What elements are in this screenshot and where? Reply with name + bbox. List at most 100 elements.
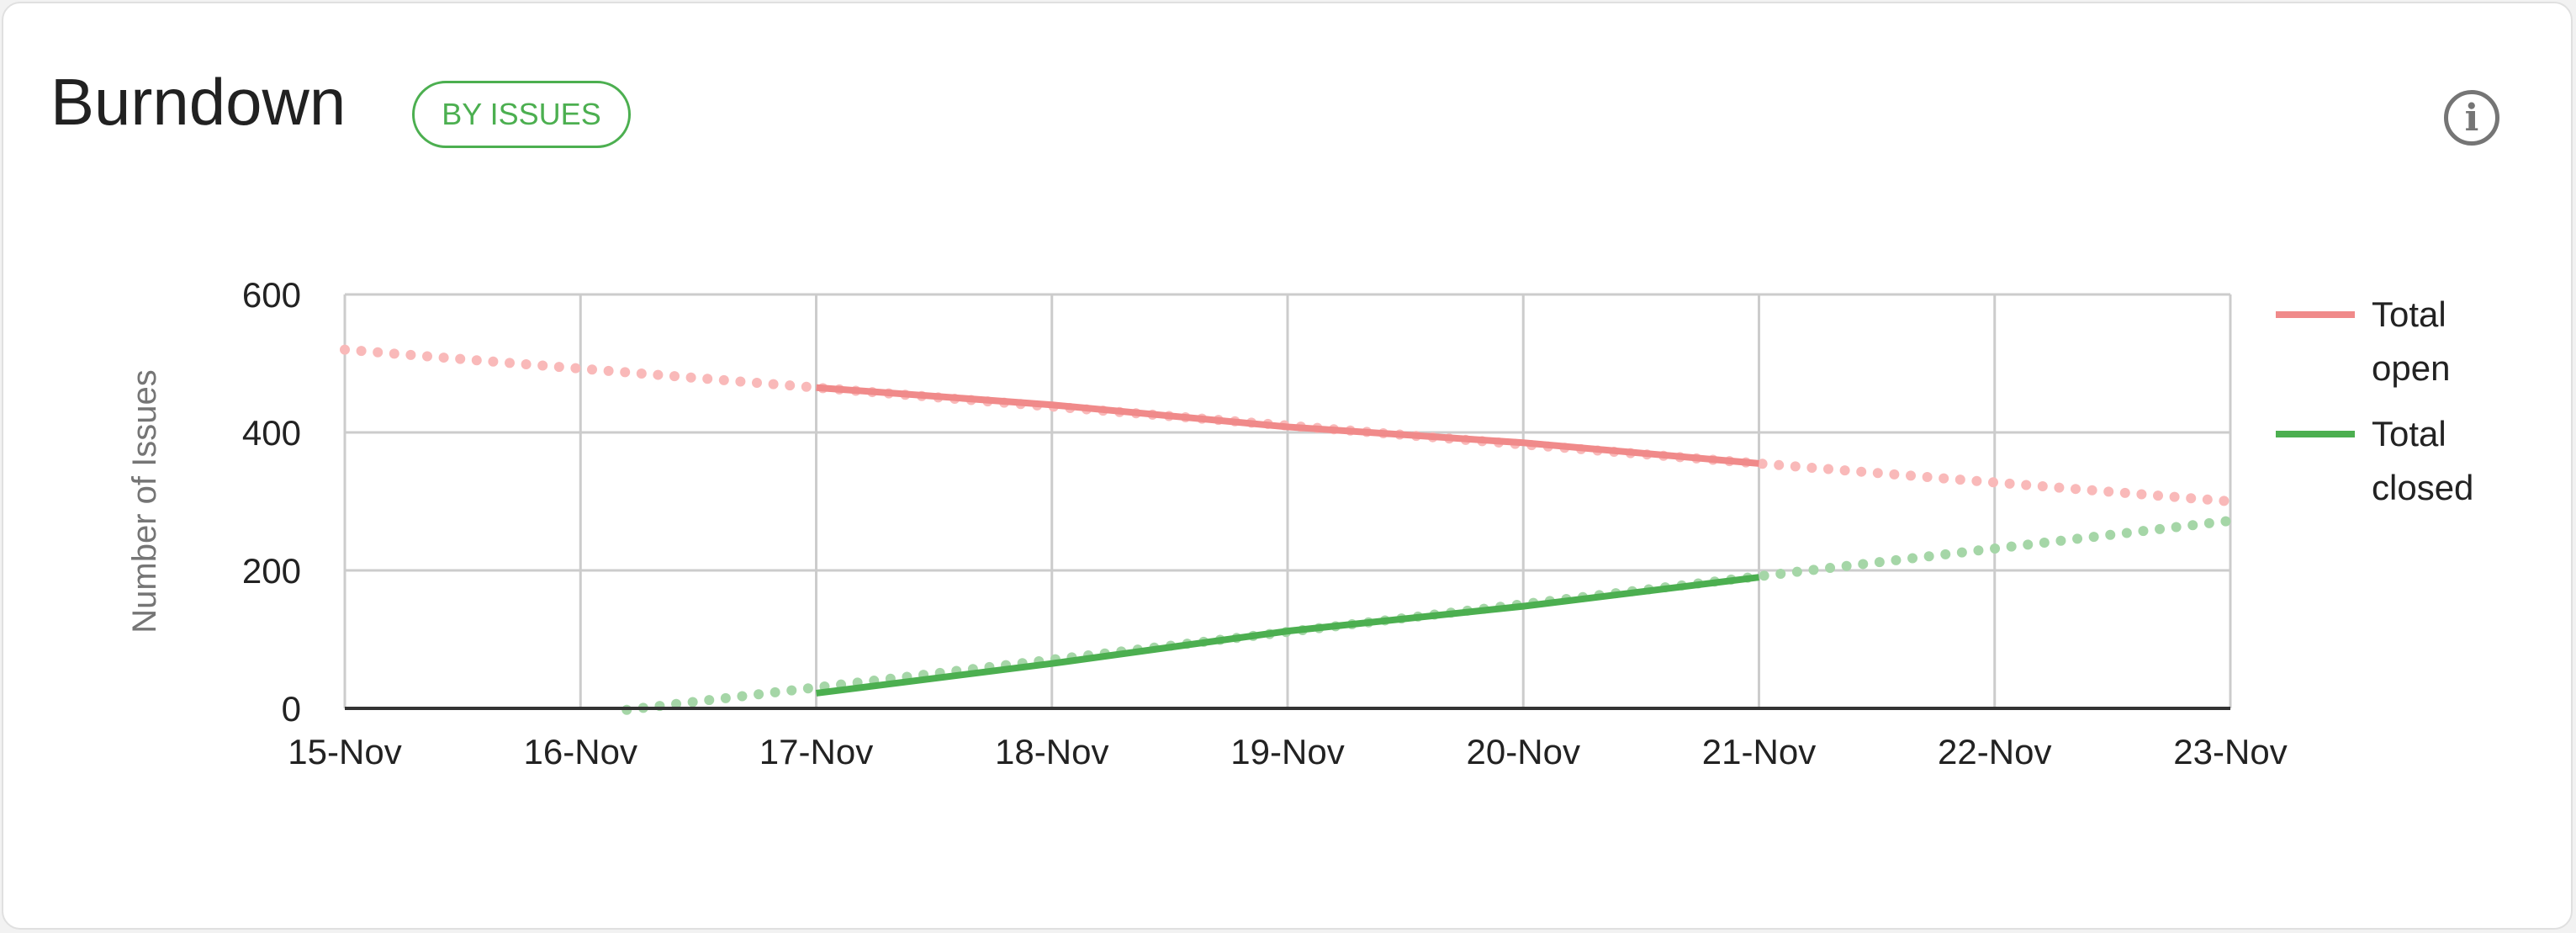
trend-dot bbox=[1841, 560, 1852, 571]
trend-dot bbox=[1872, 468, 1883, 479]
x-tick-label: 15-Nov bbox=[288, 732, 401, 771]
trend-dot bbox=[521, 358, 532, 369]
trend-dot bbox=[438, 353, 449, 363]
y-tick-label: 0 bbox=[282, 689, 301, 729]
trend-dot bbox=[1889, 469, 1900, 480]
trend-dot bbox=[1940, 549, 1951, 559]
trend-dot bbox=[1775, 568, 1786, 579]
trend-dot bbox=[636, 368, 647, 379]
trend-dot bbox=[471, 355, 482, 366]
trend-dot bbox=[1973, 545, 1984, 556]
trend-dot bbox=[702, 374, 713, 384]
trend-dot bbox=[2187, 520, 2198, 531]
trend-dot bbox=[389, 348, 399, 359]
trend-dot bbox=[735, 376, 746, 387]
trend-dot bbox=[671, 698, 682, 709]
trend-dot bbox=[770, 686, 780, 697]
x-tick-label: 18-Nov bbox=[995, 732, 1108, 771]
trend-dot bbox=[1856, 466, 1867, 477]
trend-dot bbox=[754, 689, 764, 700]
trend-dot bbox=[1922, 472, 1933, 483]
trend-dot bbox=[2037, 481, 2048, 492]
trend-dot bbox=[1823, 464, 1833, 474]
series-line-total-open bbox=[816, 384, 1759, 467]
trend-dot bbox=[570, 363, 581, 374]
axes: 15-Nov 16-Nov 17-Nov 18-Nov 19-Nov 20-Nov 21-N… bbox=[242, 275, 2288, 771]
trend-dot bbox=[1759, 570, 1769, 581]
trend-dot bbox=[2054, 482, 2065, 493]
trend-dot bbox=[2220, 516, 2231, 527]
trend-dot bbox=[2155, 523, 2166, 534]
trend-dot bbox=[1858, 559, 1869, 570]
x-tick-label: 20-Nov bbox=[1467, 732, 1580, 771]
legend-label: open bbox=[2372, 348, 2450, 388]
trend-dot bbox=[2088, 532, 2099, 543]
trend-dot bbox=[737, 691, 748, 702]
x-tick-label: 16-Nov bbox=[524, 732, 637, 771]
trend-dot bbox=[1806, 462, 1817, 473]
trend-dot bbox=[603, 365, 614, 376]
trend-dot bbox=[1874, 557, 1885, 568]
trend-dot bbox=[488, 356, 499, 367]
trend-dot bbox=[2055, 535, 2066, 546]
trend-dot bbox=[537, 360, 548, 371]
card-title: Burndown bbox=[50, 65, 346, 139]
trend-dot bbox=[1839, 465, 1850, 476]
trend-dot bbox=[685, 372, 696, 383]
trend-dot bbox=[2103, 486, 2114, 497]
trend-dot bbox=[1907, 553, 1918, 564]
trend-dot bbox=[2105, 529, 2116, 540]
series-lines bbox=[816, 384, 1759, 697]
trend-dot bbox=[704, 695, 715, 706]
trend-dot bbox=[653, 369, 664, 380]
trend-dot bbox=[1971, 475, 1982, 486]
trend-dot bbox=[785, 380, 796, 391]
trend-dot bbox=[2072, 533, 2083, 544]
trend-dot bbox=[340, 344, 350, 355]
trend-dot bbox=[553, 362, 564, 373]
trend-dot bbox=[1791, 566, 1802, 577]
trend-dot bbox=[2219, 496, 2230, 506]
trend-dot bbox=[669, 371, 680, 382]
grid bbox=[343, 293, 2232, 708]
trend-dot bbox=[1906, 470, 1916, 481]
trend-dot bbox=[587, 364, 597, 375]
trend-dot bbox=[687, 697, 698, 708]
trend-dot bbox=[373, 347, 383, 358]
y-tick-label: 600 bbox=[242, 275, 301, 315]
by-issues-badge[interactable]: BY ISSUES bbox=[412, 81, 631, 148]
trend-dot bbox=[1990, 543, 2001, 554]
trend-dot bbox=[1774, 459, 1785, 470]
trend-dot bbox=[1825, 563, 1836, 574]
x-tick-label: 17-Nov bbox=[759, 732, 873, 771]
trend-dot bbox=[2153, 490, 2163, 501]
y-axis-label: Number of Issues bbox=[126, 369, 163, 633]
trend-dot bbox=[752, 378, 762, 389]
trend-dot bbox=[720, 692, 731, 703]
series-line-total-closed bbox=[816, 574, 1759, 697]
trend-dot bbox=[802, 683, 813, 694]
trend-dot bbox=[2203, 517, 2214, 528]
trend-dot bbox=[2039, 538, 2050, 549]
trend-dot bbox=[1891, 554, 1902, 565]
trend-dot bbox=[801, 381, 812, 392]
trend-dot bbox=[620, 367, 631, 378]
trend-dot bbox=[1954, 474, 1965, 485]
trend-dot bbox=[2004, 478, 2015, 489]
trend-dot bbox=[2071, 484, 2081, 495]
info-icon[interactable]: i bbox=[2444, 90, 2499, 146]
legend-label: closed bbox=[2372, 468, 2473, 507]
trend-lines bbox=[340, 344, 2231, 715]
trend-dot bbox=[1988, 477, 1998, 488]
legend-label: Total bbox=[2372, 294, 2446, 334]
trend-dot bbox=[786, 685, 797, 696]
trend-dot bbox=[768, 379, 779, 390]
trend-dot bbox=[2021, 480, 2032, 490]
trend-dot bbox=[422, 351, 432, 362]
x-tick-label: 22-Nov bbox=[1938, 732, 2051, 771]
trend-dot bbox=[2121, 527, 2132, 538]
y-tick-label: 200 bbox=[242, 551, 301, 591]
trend-dot bbox=[718, 374, 729, 385]
trend-dot bbox=[405, 349, 416, 360]
